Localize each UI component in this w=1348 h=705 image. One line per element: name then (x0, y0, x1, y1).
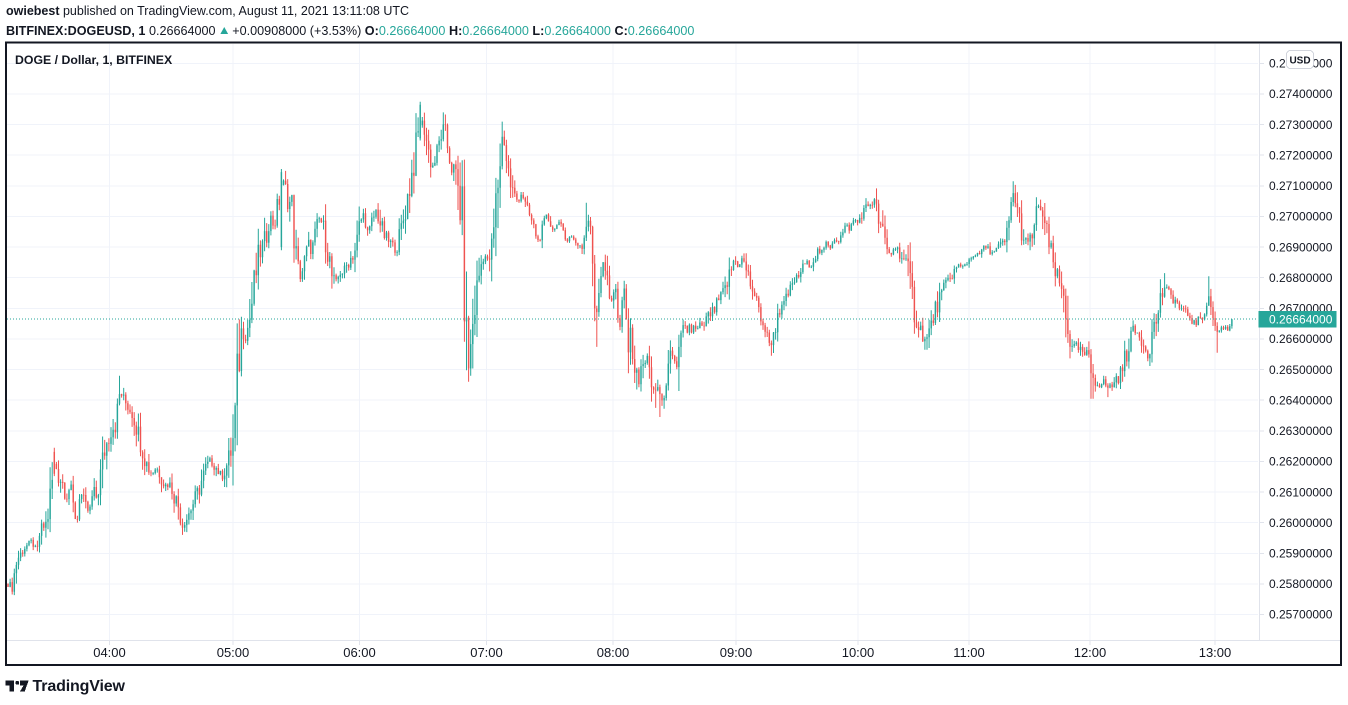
svg-text:0.26200000: 0.26200000 (1269, 455, 1333, 469)
svg-text:DOGE / Dollar, 1, BITFINEX: DOGE / Dollar, 1, BITFINEX (15, 53, 173, 67)
svg-text:0.27400000: 0.27400000 (1269, 87, 1333, 101)
svg-text:10:00: 10:00 (842, 645, 875, 660)
svg-text:0.26000000: 0.26000000 (1269, 516, 1333, 530)
svg-text:0.26500000: 0.26500000 (1269, 363, 1333, 377)
svg-text:13:00: 13:00 (1199, 645, 1232, 660)
svg-text:0.27300000: 0.27300000 (1269, 118, 1333, 132)
svg-text:0.26800000: 0.26800000 (1269, 271, 1333, 285)
svg-text:0.26600000: 0.26600000 (1269, 332, 1333, 346)
svg-text:0.25800000: 0.25800000 (1269, 577, 1333, 591)
svg-text:0.26100000: 0.26100000 (1269, 485, 1333, 499)
svg-text:0.27000000: 0.27000000 (1269, 210, 1333, 224)
svg-text:05:00: 05:00 (217, 645, 250, 660)
svg-text:TradingView: TradingView (33, 678, 126, 695)
svg-text:11:00: 11:00 (953, 645, 985, 660)
svg-text:04:00: 04:00 (93, 645, 126, 660)
svg-text:0.26300000: 0.26300000 (1269, 424, 1333, 438)
svg-text:0.27200000: 0.27200000 (1269, 148, 1333, 162)
svg-text:0.26400000: 0.26400000 (1269, 393, 1333, 407)
svg-text:12:00: 12:00 (1074, 645, 1107, 660)
svg-text:06:00: 06:00 (343, 645, 376, 660)
svg-text:USD: USD (1289, 56, 1310, 67)
svg-text:08:00: 08:00 (597, 645, 630, 660)
svg-text:0.26900000: 0.26900000 (1269, 240, 1333, 254)
svg-text:0.25700000: 0.25700000 (1269, 608, 1333, 622)
svg-text:09:00: 09:00 (720, 645, 753, 660)
svg-text:07:00: 07:00 (470, 645, 503, 660)
svg-text:0.25900000: 0.25900000 (1269, 547, 1333, 561)
svg-text:0.26664000: 0.26664000 (1269, 312, 1333, 326)
svg-text:0.27100000: 0.27100000 (1269, 179, 1333, 193)
